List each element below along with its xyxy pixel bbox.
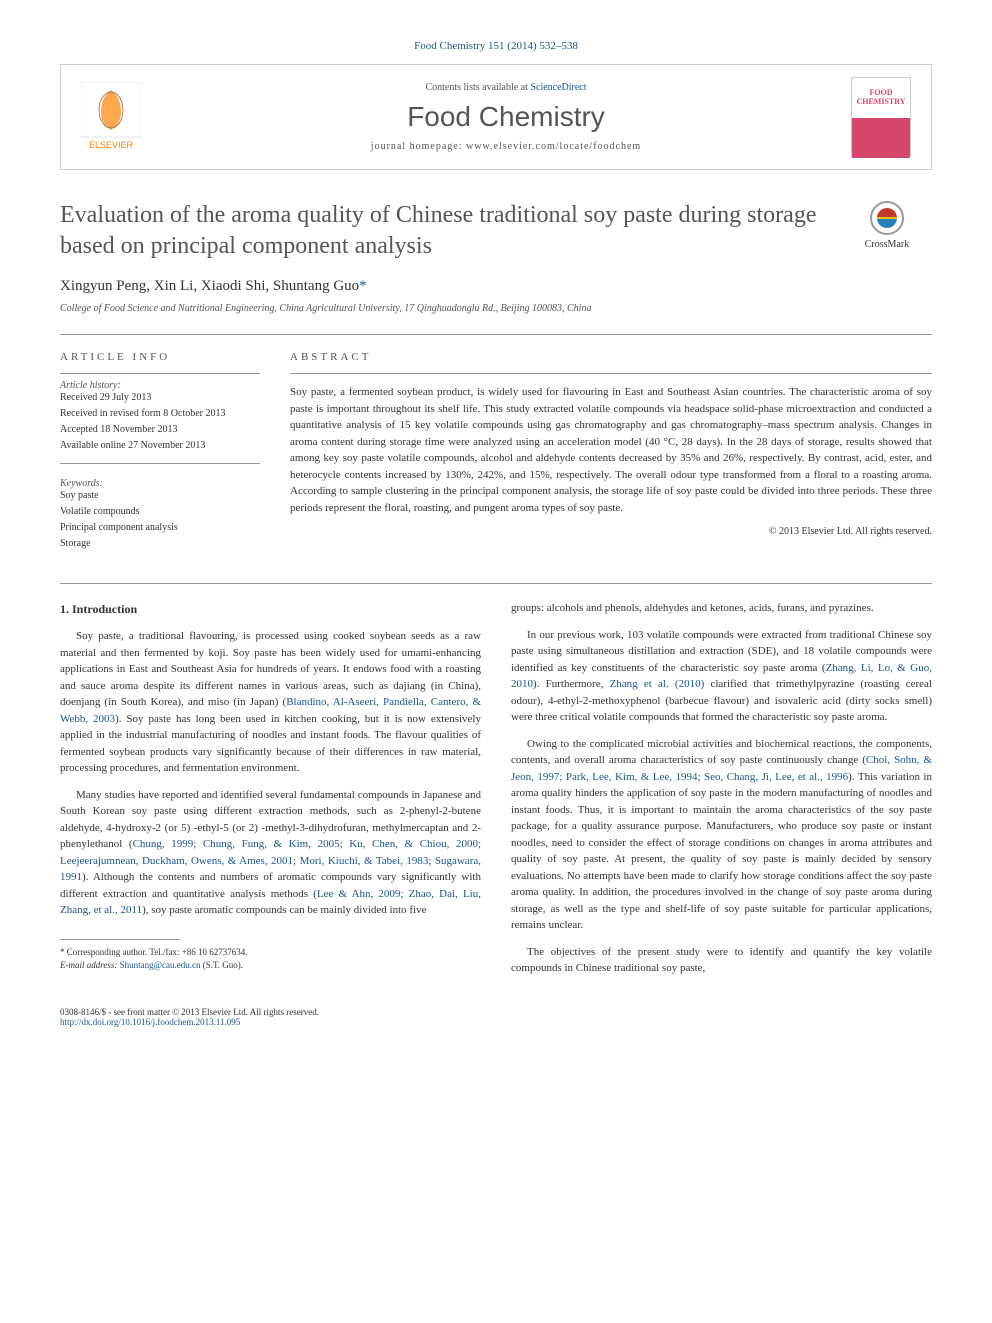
journal-homepage: journal homepage: www.elsevier.com/locat… <box>161 141 851 152</box>
left-column: 1. Introduction Soy paste, a traditional… <box>60 600 481 987</box>
intro-para-1: Soy paste, a traditional flavouring, is … <box>60 628 481 777</box>
text: ), soy paste aromatic compounds can be m… <box>142 904 426 916</box>
abstract-heading: ABSTRACT <box>290 351 932 363</box>
history-label: Article history: <box>60 380 260 391</box>
keyword: Principal component analysis <box>60 521 260 535</box>
text: ). Furthermore, <box>533 678 610 690</box>
svg-text:ELSEVIER: ELSEVIER <box>89 140 134 150</box>
article-info-sidebar: ARTICLE INFO Article history: Received 2… <box>60 351 260 553</box>
cover-label: FOOD CHEMISTRY <box>852 78 910 118</box>
homepage-prefix: journal homepage: <box>371 141 466 152</box>
divider <box>60 583 932 584</box>
revised-date: Received in revised form 8 October 2013 <box>60 407 260 421</box>
keyword: Storage <box>60 537 260 551</box>
citation-link[interactable]: Zhang et al. (2010) <box>610 678 705 690</box>
intro-para-2: Many studies have reported and identifie… <box>60 787 481 919</box>
crossmark-label: CrossMark <box>842 239 932 250</box>
accepted-date: Accepted 18 November 2013 <box>60 423 260 437</box>
online-date: Available online 27 November 2013 <box>60 439 260 453</box>
divider <box>60 334 932 335</box>
elsevier-logo: ELSEVIER <box>81 82 141 152</box>
email-footnote: E-mail address: Shuntang@cau.edu.cn (S.T… <box>60 959 481 973</box>
contents-prefix: Contents lists available at <box>425 82 530 93</box>
author-names: Xingyun Peng, Xin Li, Xiaodi Shi, Shunta… <box>60 278 359 294</box>
affiliation: College of Food Science and Nutritional … <box>60 303 932 314</box>
sciencedirect-link[interactable]: ScienceDirect <box>530 82 586 93</box>
footnote-separator <box>60 939 180 940</box>
intro-heading: 1. Introduction <box>60 600 481 618</box>
doi-link[interactable]: http://dx.doi.org/10.1016/j.foodchem.201… <box>60 1017 240 1027</box>
article-info-heading: ARTICLE INFO <box>60 351 260 363</box>
corresponding-author-mark: * <box>359 278 367 294</box>
keywords-label: Keywords: <box>60 478 260 489</box>
corresponding-author-footnote: * Corresponding author. Tel./fax: +86 10… <box>60 946 481 960</box>
email-suffix: (S.T. Guo). <box>200 960 243 970</box>
text: ). This variation in aroma quality hinde… <box>511 771 932 932</box>
intro-para-6: The objectives of the present study were… <box>511 944 932 977</box>
keyword: Volatile compounds <box>60 505 260 519</box>
right-column: groups: alcohols and phenols, aldehydes … <box>511 600 932 987</box>
body-columns: 1. Introduction Soy paste, a traditional… <box>60 600 932 987</box>
abstract-text: Soy paste, a fermented soybean product, … <box>290 384 932 516</box>
intro-para-4: In our previous work, 103 volatile compo… <box>511 627 932 726</box>
homepage-url[interactable]: www.elsevier.com/locate/foodchem <box>466 141 641 152</box>
text: ). Soy paste has long been used in kitch… <box>60 713 481 775</box>
journal-name: Food Chemistry <box>161 101 851 133</box>
journal-header: ELSEVIER Contents lists available at Sci… <box>60 64 932 170</box>
abstract-column: ABSTRACT Soy paste, a fermented soybean … <box>290 351 932 553</box>
article-title: Evaluation of the aroma quality of Chine… <box>60 200 932 262</box>
intro-para-5: Owing to the complicated microbial activ… <box>511 736 932 934</box>
abstract-copyright: © 2013 Elsevier Ltd. All rights reserved… <box>290 526 932 537</box>
author-list: Xingyun Peng, Xin Li, Xiaodi Shi, Shunta… <box>60 278 932 295</box>
keyword: Soy paste <box>60 489 260 503</box>
issn-line: 0308-8146/$ - see front matter © 2013 El… <box>60 1007 932 1017</box>
journal-cover-thumbnail: FOOD CHEMISTRY <box>851 77 911 157</box>
email-label: E-mail address: <box>60 960 117 970</box>
received-date: Received 29 July 2013 <box>60 391 260 405</box>
email-link[interactable]: Shuntang@cau.edu.cn <box>120 960 201 970</box>
crossmark-badge[interactable]: CrossMark <box>842 200 932 250</box>
journal-reference: Food Chemistry 151 (2014) 532–538 <box>60 40 932 52</box>
page-footer: 0308-8146/$ - see front matter © 2013 El… <box>60 1007 932 1027</box>
intro-para-3: groups: alcohols and phenols, aldehydes … <box>511 600 932 617</box>
contents-available-line: Contents lists available at ScienceDirec… <box>161 82 851 93</box>
